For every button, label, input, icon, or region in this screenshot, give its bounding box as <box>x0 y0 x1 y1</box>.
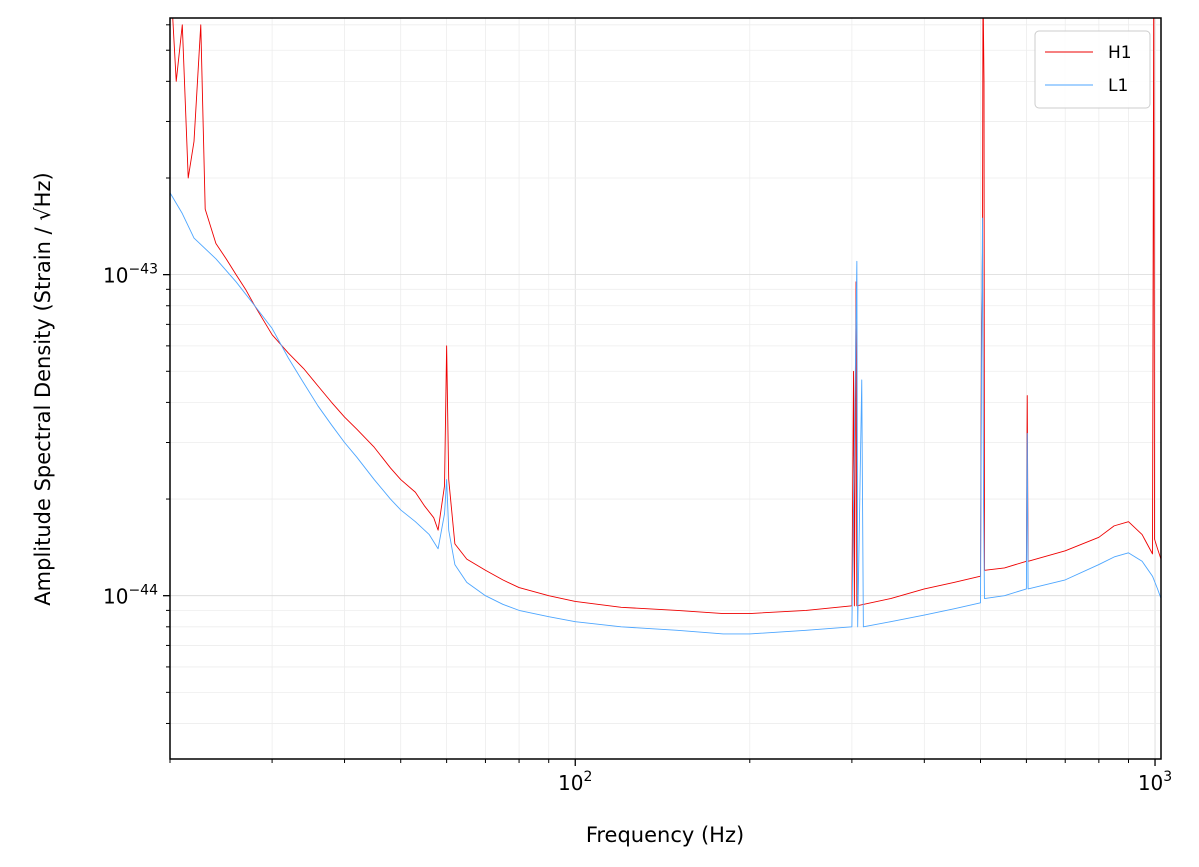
legend: H1 L1 <box>1034 30 1151 109</box>
legend-label-h1: H1 <box>1108 43 1132 63</box>
x-tick-label: 103 <box>1138 769 1172 795</box>
legend-label-l1: L1 <box>1108 76 1128 96</box>
series-line-l1 <box>170 192 1161 635</box>
x-tick-label: 102 <box>558 769 592 795</box>
grid <box>169 18 1161 759</box>
y-axis-title: Amplitude Spectral Density (Strain / √Hz… <box>31 172 55 605</box>
series-group <box>170 18 1161 635</box>
y-tick-label: 10−44 <box>103 583 158 609</box>
legend-box <box>1034 30 1151 109</box>
plot-frame <box>169 17 1162 760</box>
axis-ticks: 102 103 10−44 10−43 <box>103 24 1172 795</box>
y-tick-label: 10−43 <box>103 262 158 288</box>
x-axis-title: Frequency (Hz) <box>586 823 744 847</box>
